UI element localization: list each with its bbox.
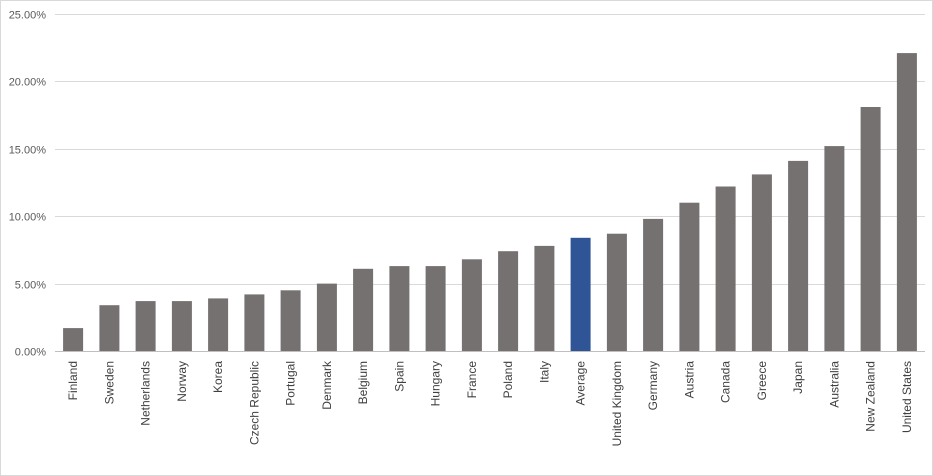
x-category-label: Average	[574, 361, 588, 406]
x-category-label: Japan	[791, 361, 805, 394]
bar-austria	[679, 202, 700, 351]
bar-united-kingdom	[606, 233, 627, 351]
bar-sweden	[99, 305, 120, 351]
bar-italy	[534, 245, 555, 351]
x-category-label: Czech Republic	[247, 361, 261, 445]
bar-australia	[824, 146, 845, 351]
bar-czech-republic	[244, 294, 265, 351]
x-category-label: Denmark	[320, 360, 334, 410]
x-category-label: Greece	[755, 361, 769, 401]
x-category-label: France	[465, 361, 479, 399]
x-category-label: Portugal	[284, 361, 298, 406]
bar-new-zealand	[860, 107, 881, 351]
y-tick-label: 15.00%	[9, 145, 47, 157]
y-tick-label: 0.00%	[15, 347, 46, 359]
y-tick-label: 20.00%	[9, 77, 47, 89]
bar-denmark	[316, 283, 337, 351]
bar-norway	[171, 301, 192, 351]
bar-poland	[498, 251, 519, 351]
bar-average	[570, 237, 591, 351]
bar-hungary	[425, 266, 446, 351]
x-category-label: Poland	[501, 361, 515, 398]
x-category-label: Norway	[175, 361, 189, 402]
x-category-label: Canada	[719, 361, 733, 403]
x-category-label: United States	[900, 361, 914, 433]
x-category-label: Hungary	[429, 361, 443, 406]
bar-korea	[208, 298, 229, 351]
x-category-label: United Kingdom	[610, 361, 624, 446]
bar-germany	[643, 218, 664, 351]
bar-belgium	[353, 268, 374, 351]
bar-united-states	[896, 53, 917, 351]
x-category-label: Belgium	[356, 361, 370, 404]
x-category-label: Finland	[66, 361, 80, 400]
bar-finland	[63, 328, 84, 351]
x-category-label: Korea	[211, 361, 225, 393]
x-category-label: Spain	[392, 361, 406, 392]
bar-portugal	[280, 290, 301, 351]
x-category-label: New Zealand	[864, 361, 878, 432]
bar-france	[461, 259, 482, 351]
bar-netherlands	[135, 301, 156, 351]
y-tick-label: 5.00%	[15, 280, 46, 292]
x-category-label: Austria	[682, 361, 696, 399]
y-tick-label: 10.00%	[9, 212, 47, 224]
bar-canada	[715, 186, 736, 351]
x-category-label: Sweden	[102, 361, 116, 404]
x-category-label: Italy	[537, 361, 551, 383]
bar-japan	[788, 160, 809, 351]
bar-greece	[751, 174, 772, 351]
x-category-label: Australia	[827, 361, 841, 408]
y-tick-label: 25.00%	[9, 10, 47, 22]
x-category-label: Netherlands	[139, 361, 153, 426]
bar-spain	[389, 266, 410, 351]
x-category-label: Germany	[646, 361, 660, 410]
